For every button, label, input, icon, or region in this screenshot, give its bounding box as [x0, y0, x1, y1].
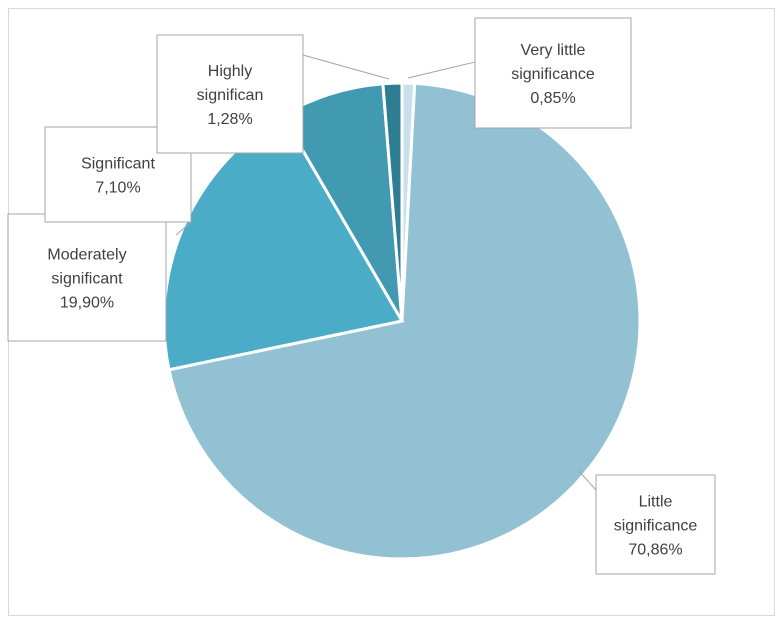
data-label-category: significance: [511, 66, 595, 83]
data-label-little-significance: Little significance 70,86%: [595, 474, 716, 575]
callout-box: [7, 213, 167, 342]
data-label-category: Very little: [521, 42, 586, 59]
pie-slices: [162, 81, 642, 561]
data-label-category: Significant: [81, 156, 155, 173]
data-label-value: 70,86%: [628, 542, 682, 559]
leader-line-highly-significan: [302, 54, 390, 80]
data-label-category: significance: [614, 518, 698, 535]
leader-line-little-significance: [577, 469, 597, 491]
data-label-category: significant: [51, 271, 123, 288]
callout-labels: Little significance 70,86% Moderately signif…: [7, 17, 716, 575]
data-label-category: Highly: [208, 63, 252, 80]
callout-box: [474, 17, 632, 129]
pie-slice-highly-significan: [381, 81, 404, 322]
data-label-value: 1,28%: [207, 111, 252, 128]
data-label-moderately-significant: Moderately significant 19,90%: [7, 213, 167, 342]
callout-box: [595, 474, 716, 575]
pie-slice-little-significance: [167, 81, 642, 561]
leader-line-very-little-significance: [407, 61, 476, 79]
data-label-category: Moderately: [47, 247, 126, 264]
data-label-value: 19,90%: [60, 295, 114, 312]
callout-leaders: [175, 54, 597, 491]
data-label-highly-significan: Highly significan 1,28%: [156, 34, 304, 154]
data-label-very-little-significance: Very little significance 0,85%: [474, 17, 632, 129]
leader-line-significant: [175, 221, 192, 236]
data-label-category: Little: [639, 494, 673, 511]
data-label-value: 0,85%: [530, 90, 575, 107]
callout-box: [156, 34, 304, 154]
data-label-category: significan: [197, 87, 264, 104]
data-label-value: 7,10%: [95, 180, 140, 197]
